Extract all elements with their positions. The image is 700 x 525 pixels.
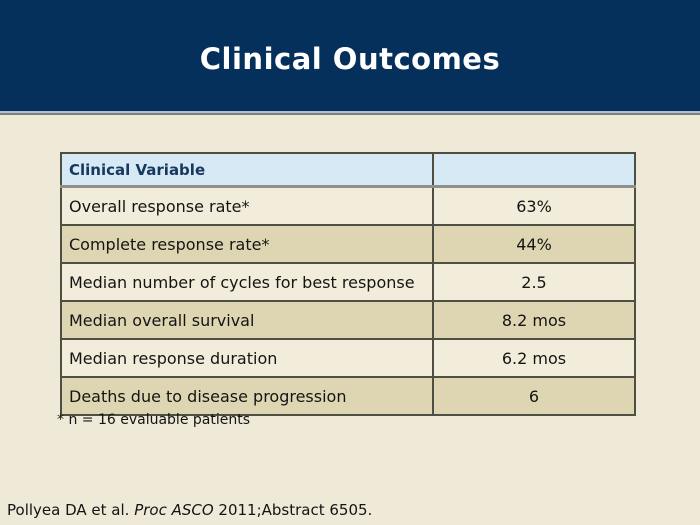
row-label: Deaths due to disease progression: [60, 376, 434, 416]
row-label: Median overall survival: [60, 300, 434, 340]
citation: Pollyea DA et al. Proc ASCO 2011;Abstrac…: [7, 501, 372, 519]
row-label: Median number of cycles for best respons…: [60, 262, 434, 302]
row-label: Overall response rate*: [60, 185, 434, 226]
table-row: Median overall survival 8.2 mos: [60, 300, 636, 340]
table-header-row: Clinical Variable: [60, 152, 636, 188]
table-row: Deaths due to disease progression 6: [60, 376, 636, 416]
row-value: 44%: [432, 224, 636, 264]
citation-suffix: 2011;Abstract 6505.: [213, 501, 373, 519]
table-row: Complete response rate* 44%: [60, 224, 636, 264]
slide-title: Clinical Outcomes: [199, 41, 501, 76]
row-label: Median response duration: [60, 338, 434, 378]
clinical-outcomes-table: Clinical Variable Overall response rate*…: [60, 152, 636, 416]
table-header-label: Clinical Variable: [60, 152, 434, 188]
row-value: 2.5: [432, 262, 636, 302]
table-header-value-cell: [432, 152, 636, 188]
banner-separator-light: [0, 111, 700, 113]
row-label: Complete response rate*: [60, 224, 434, 264]
banner-separator-gray: [0, 113, 700, 115]
row-value: 63%: [432, 185, 636, 226]
citation-journal: Proc ASCO: [134, 501, 214, 519]
row-value: 6.2 mos: [432, 338, 636, 378]
row-value: 8.2 mos: [432, 300, 636, 340]
footnote: * n = 16 evaluable patients: [57, 412, 250, 428]
table-row: Overall response rate* 63%: [60, 185, 636, 226]
table-row: Median response duration 6.2 mos: [60, 338, 636, 378]
title-banner: Clinical Outcomes: [0, 0, 700, 111]
citation-prefix: Pollyea DA et al.: [7, 501, 135, 519]
table-row: Median number of cycles for best respons…: [60, 262, 636, 302]
row-value: 6: [432, 376, 636, 416]
